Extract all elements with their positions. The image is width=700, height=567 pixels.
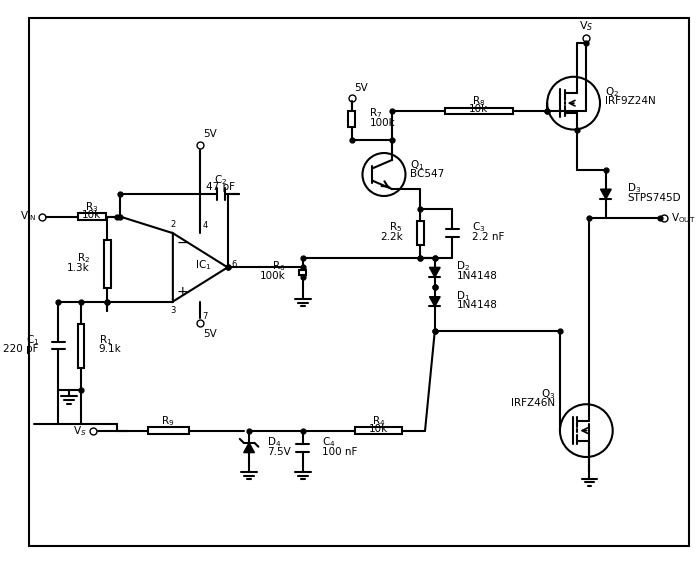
Text: D$_2$: D$_2$ bbox=[456, 260, 470, 273]
Text: IRF9Z24N: IRF9Z24N bbox=[605, 96, 656, 106]
Text: BC547: BC547 bbox=[410, 168, 444, 179]
Text: Q$_1$: Q$_1$ bbox=[410, 158, 425, 172]
Text: 100k: 100k bbox=[370, 118, 395, 128]
Bar bbox=[444, 108, 513, 115]
Text: 7.5V: 7.5V bbox=[267, 447, 290, 456]
Text: 4: 4 bbox=[202, 221, 208, 230]
Text: R$_1$: R$_1$ bbox=[99, 333, 112, 346]
Text: 100k: 100k bbox=[260, 271, 286, 281]
Text: R$_6$: R$_6$ bbox=[272, 260, 286, 273]
Text: 1N4148: 1N4148 bbox=[456, 301, 497, 311]
Text: C$_4$: C$_4$ bbox=[323, 435, 336, 448]
Bar bbox=[349, 111, 355, 128]
Text: 10k: 10k bbox=[469, 104, 489, 114]
Text: 5V: 5V bbox=[355, 83, 368, 92]
Text: V$_S$: V$_S$ bbox=[74, 424, 87, 438]
Text: 1N4148: 1N4148 bbox=[456, 271, 497, 281]
Text: 2: 2 bbox=[170, 220, 176, 229]
Text: R$_2$: R$_2$ bbox=[76, 251, 90, 265]
Bar bbox=[148, 427, 189, 434]
Text: Q$_3$: Q$_3$ bbox=[540, 387, 555, 401]
Text: V$_{\mathrm{OUT}}$: V$_{\mathrm{OUT}}$ bbox=[671, 211, 696, 226]
Text: IC$_1$: IC$_1$ bbox=[195, 259, 211, 272]
Bar bbox=[300, 270, 307, 274]
Text: V$_S$: V$_S$ bbox=[579, 19, 594, 33]
Text: 10k: 10k bbox=[369, 424, 389, 434]
Text: 7: 7 bbox=[202, 312, 208, 321]
Text: R$_5$: R$_5$ bbox=[389, 221, 402, 234]
Polygon shape bbox=[429, 297, 440, 307]
Text: Q$_2$: Q$_2$ bbox=[605, 86, 619, 99]
Text: 100 nF: 100 nF bbox=[323, 447, 358, 456]
Text: R$_3$: R$_3$ bbox=[85, 200, 99, 214]
Polygon shape bbox=[601, 189, 611, 199]
Text: 6: 6 bbox=[232, 260, 237, 269]
Bar bbox=[356, 427, 402, 434]
Text: 1.3k: 1.3k bbox=[67, 263, 90, 273]
Text: R$_9$: R$_9$ bbox=[161, 414, 175, 428]
Bar bbox=[416, 221, 424, 246]
Text: R$_8$: R$_8$ bbox=[472, 94, 486, 108]
Text: D$_4$: D$_4$ bbox=[267, 435, 281, 448]
Text: 2.2k: 2.2k bbox=[380, 232, 402, 242]
Text: 9.1k: 9.1k bbox=[99, 345, 121, 354]
Text: 47 pF: 47 pF bbox=[206, 182, 235, 192]
Text: 5V: 5V bbox=[203, 329, 217, 339]
Text: +: + bbox=[177, 285, 188, 299]
Text: 2.2 nF: 2.2 nF bbox=[472, 232, 504, 242]
Bar bbox=[78, 324, 85, 367]
Text: STPS745D: STPS745D bbox=[627, 193, 681, 203]
Text: IRFZ46N: IRFZ46N bbox=[511, 398, 555, 408]
Text: D$_1$: D$_1$ bbox=[456, 289, 470, 303]
Text: R$_7$: R$_7$ bbox=[370, 107, 383, 120]
Text: V$_{\mathrm{IN}}$: V$_{\mathrm{IN}}$ bbox=[20, 210, 36, 223]
Text: C$_3$: C$_3$ bbox=[472, 221, 485, 234]
Text: −: − bbox=[177, 236, 188, 250]
Text: 3: 3 bbox=[170, 306, 176, 315]
Text: 5V: 5V bbox=[203, 129, 217, 139]
Text: 220 pF: 220 pF bbox=[4, 345, 39, 354]
Text: C$_1$: C$_1$ bbox=[26, 333, 39, 346]
Polygon shape bbox=[429, 268, 440, 277]
Text: R$_4$: R$_4$ bbox=[372, 414, 386, 428]
Bar bbox=[78, 213, 106, 220]
Text: 10k: 10k bbox=[82, 210, 102, 219]
Bar bbox=[104, 240, 111, 287]
Polygon shape bbox=[244, 443, 255, 452]
Text: D$_3$: D$_3$ bbox=[627, 181, 641, 195]
Text: C$_2$: C$_2$ bbox=[214, 173, 228, 187]
